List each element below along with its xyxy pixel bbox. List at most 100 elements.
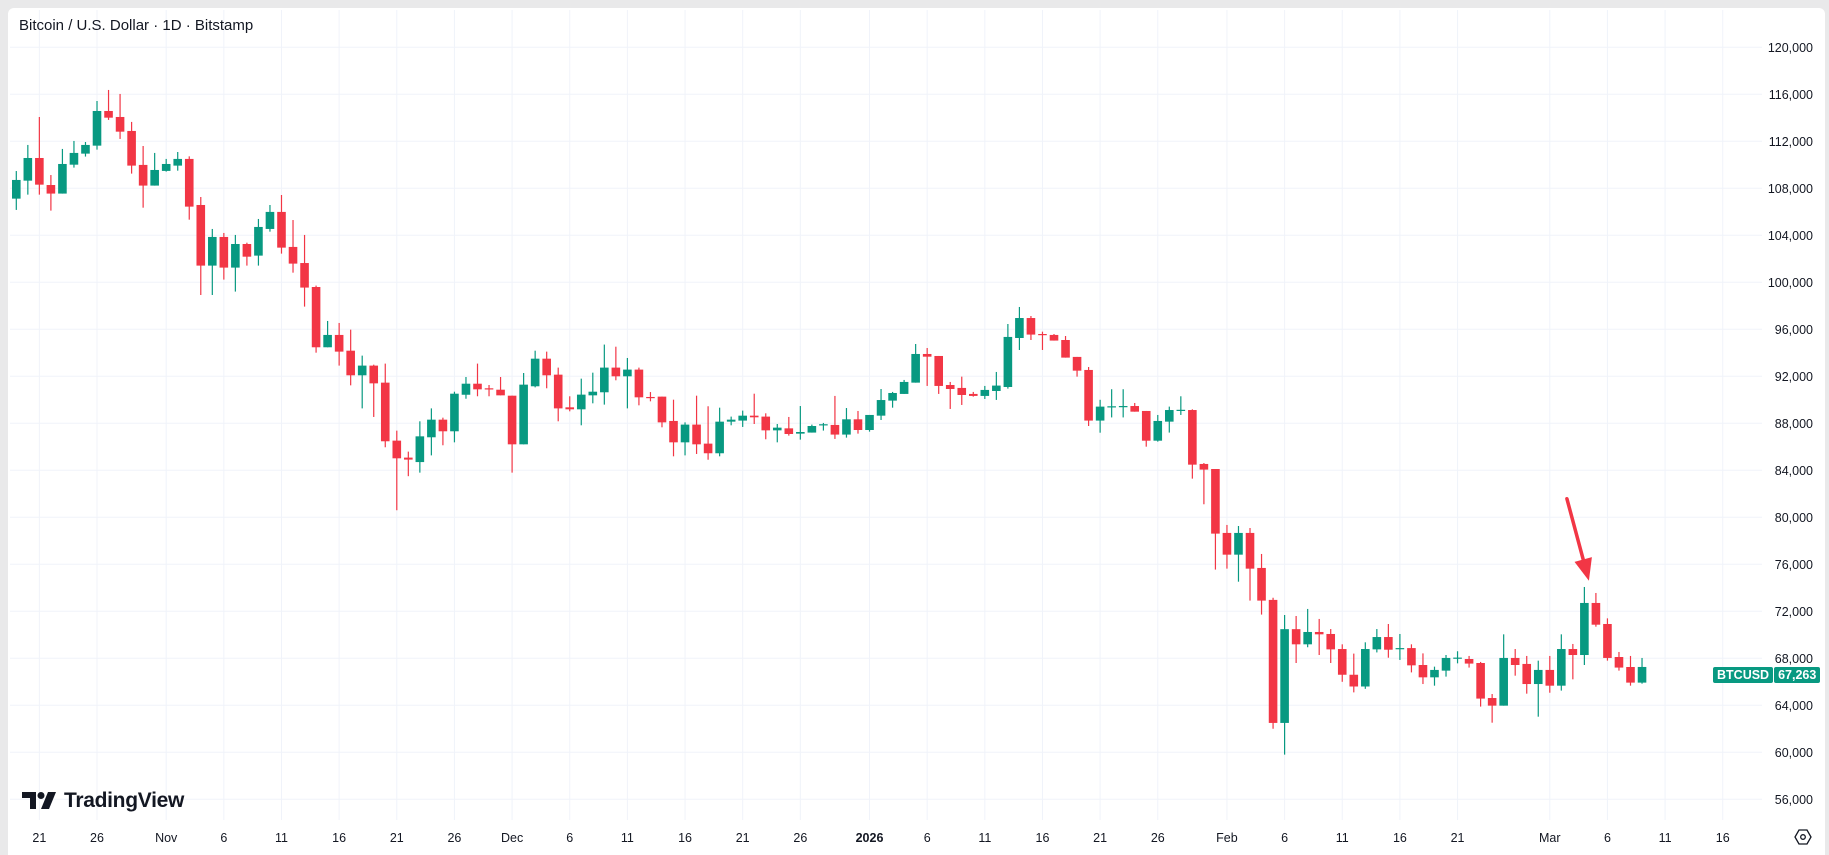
candle-up[interactable] — [865, 414, 874, 432]
candle-down[interactable] — [369, 364, 379, 417]
candle-down[interactable] — [761, 413, 771, 440]
candle-down[interactable] — [1072, 356, 1082, 377]
candle-up[interactable] — [911, 343, 920, 383]
candle-down[interactable] — [334, 322, 344, 366]
candle-down[interactable] — [1326, 629, 1336, 663]
candle-down[interactable] — [1141, 410, 1151, 447]
candle-down[interactable] — [184, 156, 194, 220]
candle-down[interactable] — [104, 89, 113, 120]
candle-up[interactable] — [23, 144, 33, 195]
candle-down[interactable] — [1268, 597, 1278, 729]
candle-up[interactable] — [1015, 306, 1024, 350]
candle-down[interactable] — [196, 196, 206, 295]
candle-down[interactable] — [1188, 409, 1197, 479]
candle-down[interactable] — [1038, 331, 1047, 350]
candle-down[interactable] — [1026, 316, 1036, 340]
candle-down[interactable] — [553, 367, 563, 422]
candle-up[interactable] — [519, 373, 528, 445]
candle-up[interactable] — [323, 320, 332, 348]
candle-up[interactable] — [1234, 525, 1243, 582]
candle-down[interactable] — [934, 355, 943, 394]
candle-up[interactable] — [427, 408, 436, 456]
candle-up[interactable] — [1303, 608, 1312, 648]
axis-settings-button[interactable] — [1794, 828, 1812, 846]
candle-up[interactable] — [600, 344, 609, 405]
candle-down[interactable] — [1476, 661, 1485, 707]
candle-up[interactable] — [980, 385, 990, 399]
candle-down[interactable] — [1199, 463, 1209, 505]
candle-up[interactable] — [1280, 614, 1289, 755]
candle-down[interactable] — [219, 232, 229, 280]
candle-down[interactable] — [1522, 655, 1532, 694]
candle-down[interactable] — [127, 121, 136, 174]
candle-up[interactable] — [450, 391, 459, 443]
candle-up[interactable] — [576, 378, 586, 426]
candle-up[interactable] — [1533, 660, 1543, 717]
candle-down[interactable] — [968, 391, 978, 397]
candle-down[interactable] — [922, 347, 932, 386]
candle-up[interactable] — [415, 421, 425, 473]
candle-up[interactable] — [992, 371, 1001, 400]
candle-down[interactable] — [496, 377, 505, 396]
price-axis[interactable]: 120,000 116,000 112,000 108,000 104,000 100,0… — [1768, 41, 1813, 807]
candle-down[interactable] — [277, 194, 286, 254]
candle-up[interactable] — [1637, 657, 1647, 684]
candle-down[interactable] — [1510, 649, 1520, 676]
candle-up[interactable] — [161, 158, 171, 172]
candle-down[interactable] — [392, 430, 402, 511]
candle-down[interactable] — [346, 329, 355, 386]
candle-down[interactable] — [692, 395, 701, 454]
candle-down[interactable] — [35, 116, 44, 195]
candle-down[interactable] — [1257, 553, 1266, 615]
candle-down[interactable] — [300, 234, 309, 307]
candle-up[interactable] — [819, 422, 828, 431]
candle-down[interactable] — [380, 363, 390, 448]
candle-up[interactable] — [715, 407, 724, 457]
candle-up[interactable] — [1580, 586, 1589, 665]
candle-down[interactable] — [484, 384, 494, 397]
candle-up[interactable] — [265, 204, 275, 232]
candle-up[interactable] — [1176, 396, 1186, 415]
candle-down[interactable] — [611, 346, 621, 381]
candle-up[interactable] — [208, 228, 217, 295]
candle-up[interactable] — [81, 142, 90, 157]
candle-down[interactable] — [657, 396, 667, 428]
candle-down[interactable] — [404, 451, 413, 477]
candle-down[interactable] — [1084, 367, 1093, 427]
candle-up[interactable] — [888, 391, 897, 408]
time-axis[interactable]: 21 26 Nov 6 11 16 21 26 Dec 6 11 16 21 26 2026 6 11 16 21 2… — [32, 831, 1729, 845]
candle-down[interactable] — [473, 363, 482, 397]
candle-down[interactable] — [703, 406, 713, 460]
candle-down[interactable] — [1337, 644, 1347, 682]
candle-up[interactable] — [530, 350, 540, 388]
candle-down[interactable] — [669, 399, 678, 457]
candle-down[interactable] — [646, 392, 655, 402]
candle-down[interactable] — [1245, 527, 1255, 601]
candle-up[interactable] — [1430, 666, 1439, 686]
candle-down[interactable] — [438, 417, 448, 446]
candle-up[interactable] — [461, 377, 471, 399]
candle-down[interactable] — [749, 393, 759, 425]
candle-up[interactable] — [1557, 634, 1566, 691]
candle-up[interactable] — [1003, 324, 1013, 389]
candle-up[interactable] — [623, 357, 632, 409]
candle-up[interactable] — [899, 379, 909, 394]
candle-up[interactable] — [150, 152, 159, 186]
candle-up[interactable] — [1165, 406, 1174, 433]
candle-down[interactable] — [1211, 469, 1220, 570]
candle-down[interactable] — [1545, 655, 1555, 693]
candle-down[interactable] — [1049, 334, 1059, 341]
candle-up[interactable] — [254, 218, 263, 266]
candle-down[interactable] — [1291, 616, 1301, 663]
candle-down[interactable] — [507, 395, 517, 473]
candle-up[interactable] — [1453, 651, 1462, 664]
candle-down[interactable] — [288, 220, 298, 273]
candle-up[interactable] — [726, 416, 736, 426]
candle-up[interactable] — [842, 408, 851, 438]
candle-down[interactable] — [1061, 335, 1070, 358]
candle-down[interactable] — [1464, 655, 1474, 668]
candle-up[interactable] — [1372, 629, 1382, 653]
candle-down[interactable] — [1349, 653, 1359, 693]
candle-down[interactable] — [1222, 524, 1232, 569]
